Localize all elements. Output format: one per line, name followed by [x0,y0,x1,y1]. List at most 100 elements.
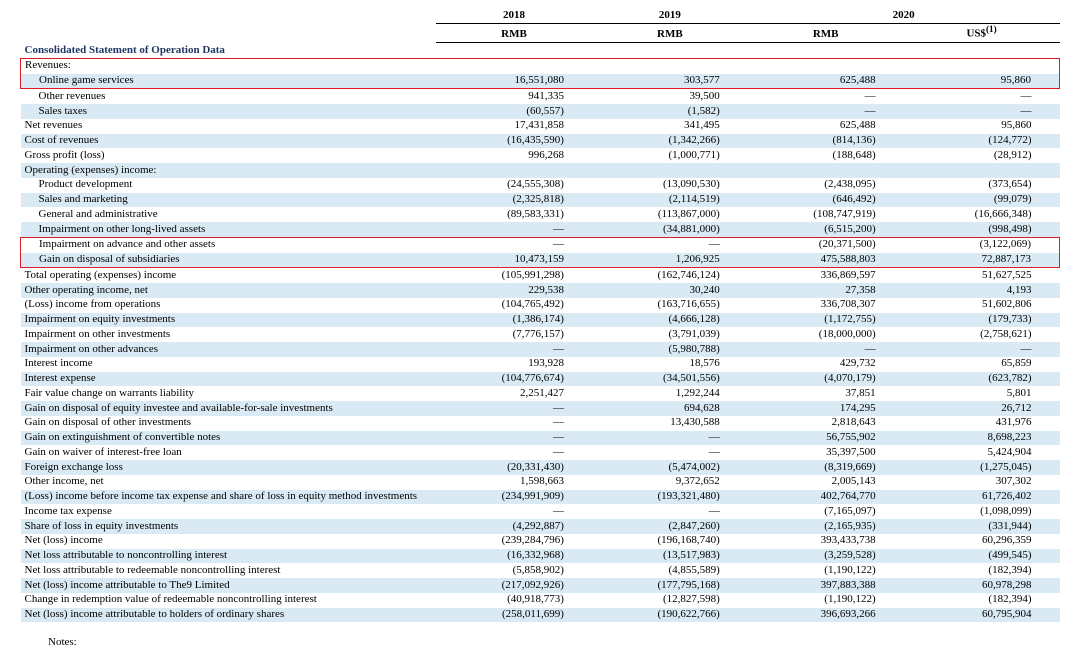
row-val: 193,928 [436,357,592,372]
row-label: Net (loss) income attributable to holder… [21,608,437,623]
row-val: (188,648) [748,148,904,163]
row-val: (2,847,260) [592,519,748,534]
row-val: 1,598,663 [436,475,592,490]
hdr-year-1: 2019 [592,8,748,23]
row-val [592,58,748,73]
row-val: (12,827,598) [592,593,748,608]
row-val: — [748,89,904,104]
row-val: (34,501,556) [592,372,748,387]
row-val: (182,394) [904,563,1060,578]
row-val: 475,588,803 [748,253,904,268]
hdr-year-2: 2020 [748,8,1060,23]
row-val: — [904,104,1060,119]
table-row: Total operating (expenses) income(105,99… [21,268,1060,283]
row-label: Interest expense [21,372,437,387]
row-val: (3,122,069) [904,237,1060,252]
row-label: (Loss) income before income tax expense … [21,490,437,505]
table-row: Interest income193,92818,576429,73265,85… [21,357,1060,372]
row-val: 30,240 [592,283,748,298]
table-row: Online game services16,551,080303,577625… [21,74,1060,89]
row-val: — [436,416,592,431]
table-row: Other revenues941,33539,500—— [21,89,1060,104]
table-row: Gain on disposal of subsidiaries10,473,1… [21,253,1060,268]
row-val: 2,251,427 [436,386,592,401]
row-label: Interest income [21,357,437,372]
row-val: 18,576 [592,357,748,372]
hdr-unit-0: RMB [436,23,592,42]
row-val: (1,342,266) [592,134,748,149]
row-val: (8,319,669) [748,460,904,475]
row-label: Impairment on other advances [21,342,437,357]
row-val: (1,000,771) [592,148,748,163]
row-label: Gain on disposal of equity investee and … [21,401,437,416]
row-label: Income tax expense [21,504,437,519]
row-val [904,58,1060,73]
row-val: 39,500 [592,89,748,104]
row-val: — [904,89,1060,104]
table-row: Fair value change on warrants liability2… [21,386,1060,401]
row-label: Net loss attributable to noncontrolling … [21,549,437,564]
row-label: Net (loss) income [21,534,437,549]
row-label: Operating (expenses) income: [21,163,437,178]
row-val: 996,268 [436,148,592,163]
row-val: (24,555,308) [436,178,592,193]
row-val: (89,583,331) [436,207,592,222]
row-val: 336,869,597 [748,268,904,283]
row-val: 307,302 [904,475,1060,490]
table-row: Operating (expenses) income: [21,163,1060,178]
table-row: Product development(24,555,308)(13,090,5… [21,178,1060,193]
table-row: Other operating income, net229,53830,240… [21,283,1060,298]
row-label: Impairment on advance and other assets [21,237,437,252]
row-val: — [592,431,748,446]
table-row: Share of loss in equity investments(4,29… [21,519,1060,534]
row-val: — [436,342,592,357]
row-val: — [904,342,1060,357]
table-row: Net revenues17,431,858341,495625,48895,8… [21,119,1060,134]
row-val: 396,693,266 [748,608,904,623]
table-row: Net (loss) income(239,284,796)(196,168,7… [21,534,1060,549]
row-label: Net (loss) income attributable to The9 L… [21,578,437,593]
row-val: (3,259,528) [748,549,904,564]
table-row: Net (loss) income attributable to holder… [21,608,1060,623]
row-val: (20,331,430) [436,460,592,475]
row-label: Revenues: [21,58,437,73]
row-val: — [592,445,748,460]
row-val: 51,602,806 [904,298,1060,313]
row-val: (4,855,589) [592,563,748,578]
row-label: Impairment on equity investments [21,313,437,328]
row-val: 26,712 [904,401,1060,416]
row-val: 60,978,298 [904,578,1060,593]
row-val: 13,430,588 [592,416,748,431]
table-row: Impairment on other advances—(5,980,788)… [21,342,1060,357]
table-row: Change in redemption value of redeemable… [21,593,1060,608]
row-val [436,163,592,178]
row-val: 625,488 [748,119,904,134]
row-val: 8,698,223 [904,431,1060,446]
table-row: Gain on waiver of interest-free loan——35… [21,445,1060,460]
row-val: (18,000,000) [748,327,904,342]
row-val: (13,090,530) [592,178,748,193]
row-val: 16,551,080 [436,74,592,89]
row-val: (124,772) [904,134,1060,149]
table-row: Foreign exchange loss(20,331,430)(5,474,… [21,460,1060,475]
row-val: (4,666,128) [592,313,748,328]
financial-table: 2018 2019 2020 RMB RMB RMB US$(1) Consol… [20,8,1060,622]
row-val: (113,867,000) [592,207,748,222]
row-val: (7,165,097) [748,504,904,519]
row-val: (104,776,674) [436,372,592,387]
row-val: (258,011,699) [436,608,592,623]
table-row: Impairment on other long-lived assets—(3… [21,222,1060,237]
row-val [904,163,1060,178]
row-val: — [436,431,592,446]
row-val: — [436,445,592,460]
row-val: (2,758,621) [904,327,1060,342]
row-label: Impairment on other long-lived assets [21,222,437,237]
row-val: 60,296,359 [904,534,1060,549]
row-val: (217,092,926) [436,578,592,593]
row-val: 65,859 [904,357,1060,372]
row-val: (646,492) [748,193,904,208]
row-val: (2,438,095) [748,178,904,193]
row-val: 95,860 [904,74,1060,89]
notes-label: Notes: [20,636,1060,648]
table-row: Gain on disposal of other investments—13… [21,416,1060,431]
